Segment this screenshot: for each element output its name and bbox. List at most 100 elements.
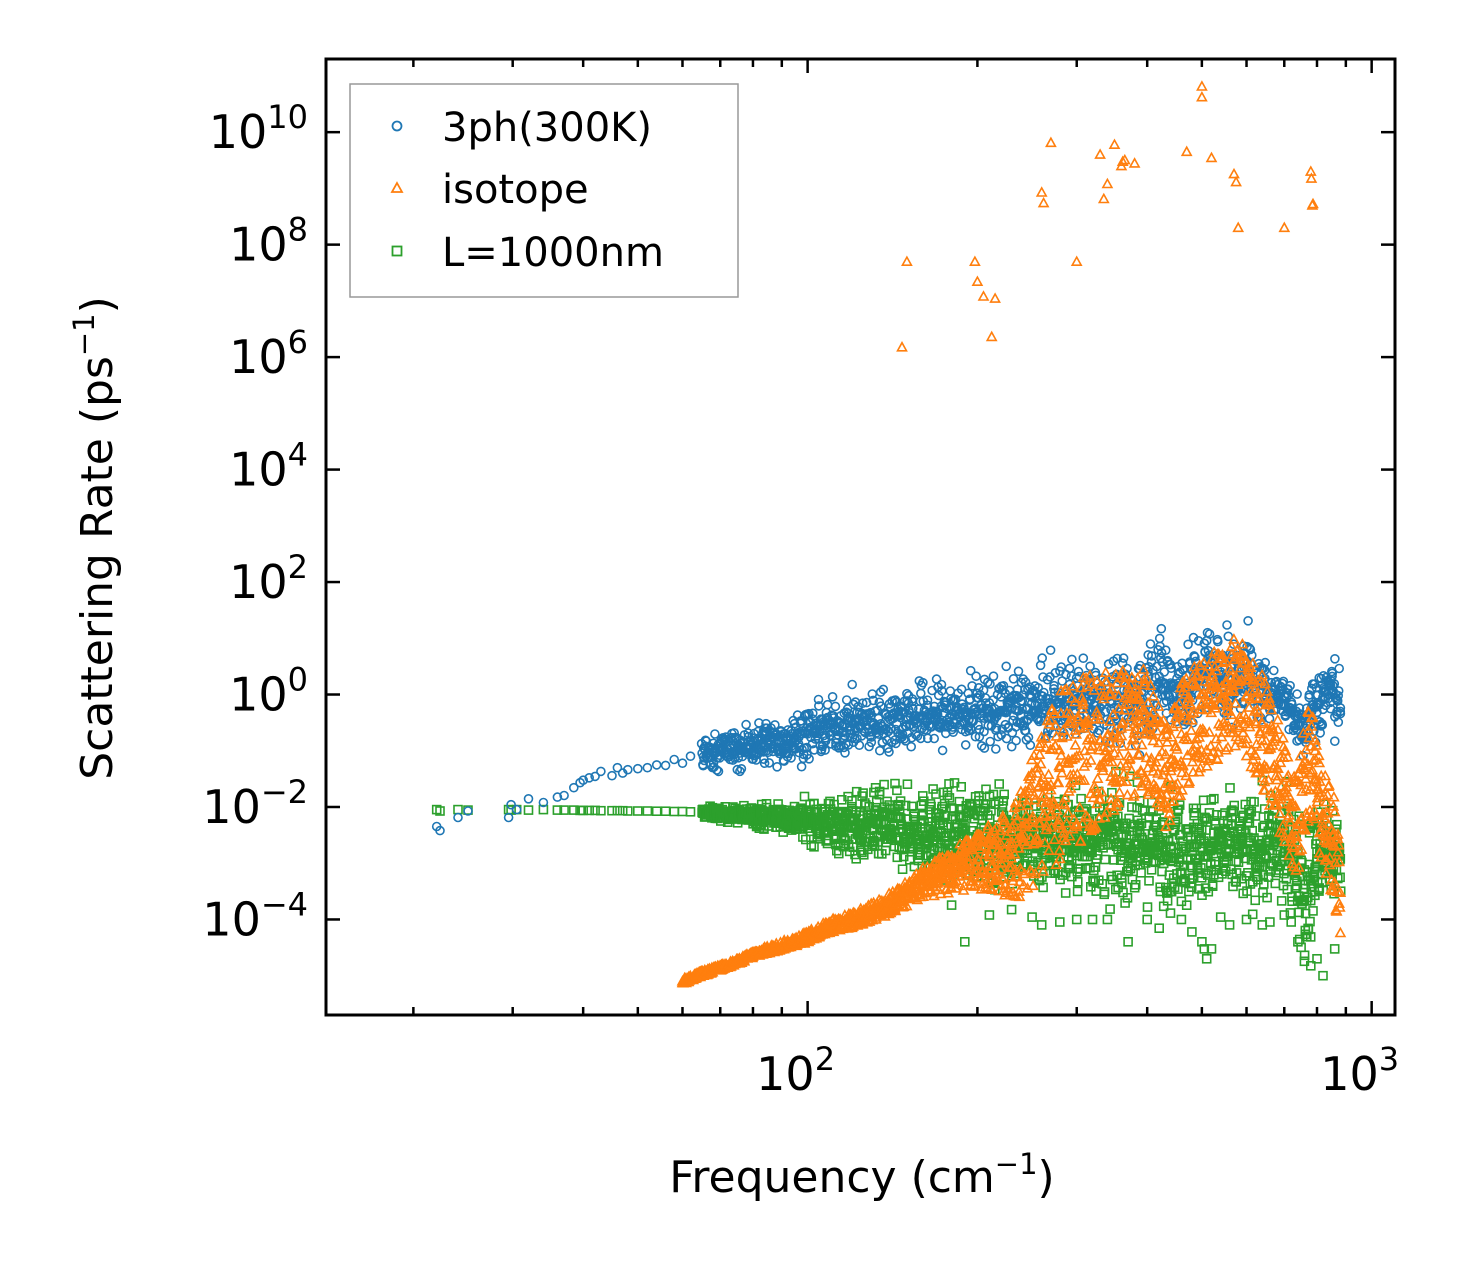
boundary-point: [568, 805, 579, 815]
boundary-point: [1172, 805, 1183, 816]
boundary-point: [617, 805, 628, 816]
boundary-point: [1244, 808, 1255, 819]
boundary-point: [1099, 887, 1110, 897]
boundary-point: [1194, 884, 1204, 894]
boundary-point: [1239, 847, 1249, 857]
boundary-point: [918, 810, 929, 821]
boundary-point: [1136, 867, 1146, 878]
boundary-point: [622, 806, 633, 816]
boundary-point: [1072, 886, 1083, 897]
boundary-point: [847, 795, 857, 806]
boundary-point: [999, 789, 1010, 800]
boundary-point: [937, 801, 948, 812]
boundary-point: [1249, 797, 1259, 807]
boundary-point: [1219, 857, 1230, 868]
boundary-point: [632, 806, 643, 816]
boundary-point: [1122, 892, 1133, 903]
boundary-point: [1142, 902, 1153, 912]
boundary-point: [1136, 818, 1147, 829]
boundary-point: [1106, 871, 1116, 882]
boundary-point: [1231, 868, 1242, 878]
boundary-point: [1250, 895, 1260, 906]
boundary-point: [1127, 802, 1137, 812]
boundary-point: [1187, 873, 1198, 883]
boundary-point: [1144, 875, 1154, 886]
boundary-point: [1229, 800, 1239, 811]
boundary-point: [1186, 878, 1197, 888]
boundary-point: [900, 800, 911, 811]
boundary-point: [1081, 804, 1091, 814]
boundary-point: [916, 816, 927, 826]
boundary-point: [1244, 838, 1254, 848]
boundary-point: [1184, 842, 1195, 852]
boundary-point: [651, 806, 662, 817]
boundary-point: [1209, 793, 1219, 804]
boundary-point: [1207, 879, 1218, 890]
boundary-point: [918, 796, 929, 807]
boundary-point: [552, 805, 563, 815]
boundary-point: [1181, 900, 1192, 911]
boundary-point: [896, 813, 906, 824]
boundary-point: [1075, 864, 1085, 874]
boundary-point: [559, 805, 569, 815]
boundary-point: [1130, 879, 1141, 890]
boundary-point: [809, 841, 819, 852]
boundary-point: [1217, 836, 1227, 847]
boundary-point: [944, 779, 954, 789]
boundary-point: [685, 806, 696, 817]
boundary-point: [1038, 882, 1048, 893]
boundary-point: [1057, 870, 1068, 880]
boundary-point: [946, 803, 957, 813]
boundary-point: [1120, 898, 1130, 908]
boundary-point: [538, 804, 549, 815]
boundary-point: [584, 805, 595, 816]
boundary-point: [857, 791, 867, 801]
boundary-point: [1162, 895, 1173, 906]
boundary-point: [944, 793, 955, 803]
boundary-point: [1196, 863, 1206, 873]
boundary-point: [1117, 878, 1127, 888]
boundary-point: [642, 806, 653, 816]
boundary-point: [928, 784, 938, 794]
boundary-point: [612, 805, 623, 816]
boundary-point: [590, 805, 600, 816]
boundary-point: [1225, 783, 1235, 793]
boundary-point: [1129, 882, 1140, 893]
boundary-point: [958, 822, 968, 833]
boundary-point: [1098, 842, 1108, 853]
boundary-point: [1116, 873, 1127, 883]
boundary-point: [806, 840, 817, 851]
boundary-point: [799, 791, 810, 802]
boundary-point: [988, 789, 999, 800]
boundary-point: [926, 801, 936, 812]
boundary-point: [1172, 814, 1183, 825]
boundary-point: [1060, 888, 1071, 898]
boundary-point: [578, 805, 589, 816]
boundary-point: [1100, 854, 1110, 865]
boundary-point: [994, 779, 1005, 789]
boundary-point: [1105, 904, 1115, 914]
boundary-point: [1191, 803, 1202, 814]
boundary-point: [435, 806, 445, 816]
boundary-point: [1247, 909, 1258, 920]
boundary-point: [956, 781, 967, 792]
boundary-point: [596, 805, 606, 816]
boundary-point: [1111, 884, 1121, 895]
boundary-point: [1236, 873, 1247, 884]
boundary-point: [857, 847, 867, 858]
boundary-point: [892, 785, 902, 796]
boundary-point: [1170, 816, 1181, 827]
data-layer: [431, 80, 1347, 988]
boundary-point: [1250, 811, 1261, 821]
boundary-point: [1217, 810, 1227, 821]
boundary-point: [949, 804, 959, 814]
boundary-point: [1088, 876, 1099, 887]
boundary-point: [917, 791, 928, 801]
boundary-point: [1206, 795, 1216, 805]
boundary-point: [1189, 841, 1200, 852]
boundary-point: [890, 778, 900, 789]
boundary-point: [902, 779, 913, 790]
boundary-point: [915, 849, 926, 860]
